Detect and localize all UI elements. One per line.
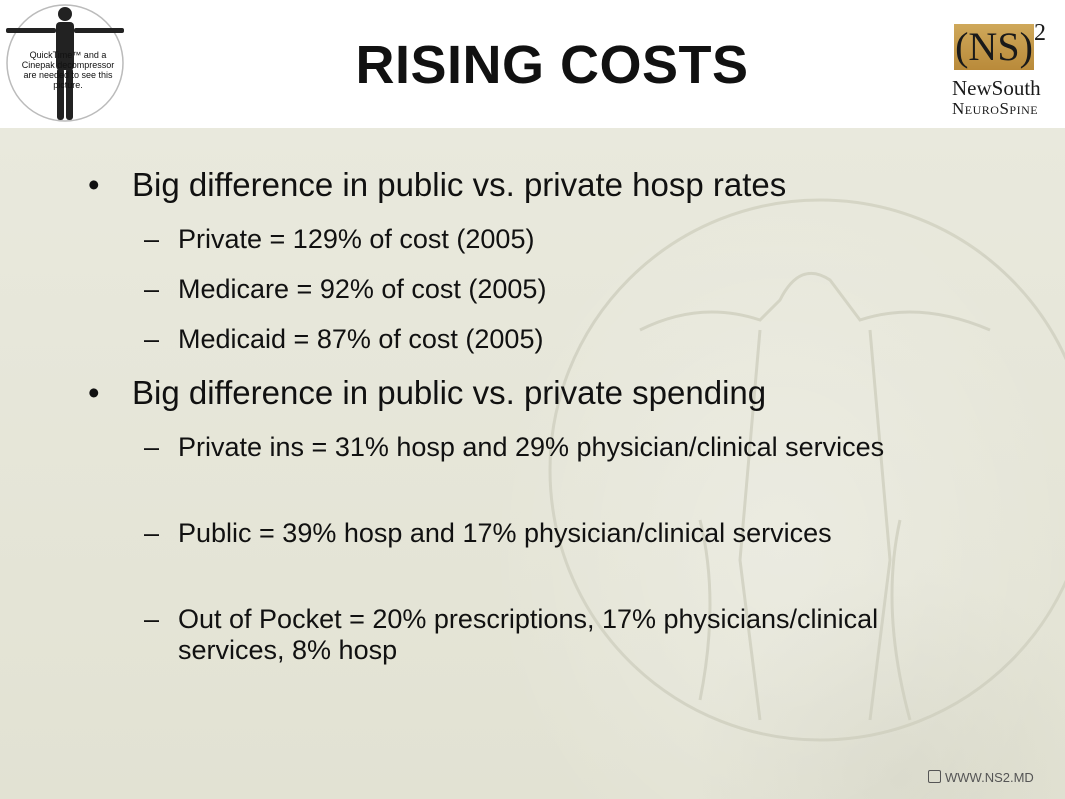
header-band	[0, 0, 1065, 128]
dash-icon: –	[144, 224, 160, 254]
link-icon	[928, 770, 941, 783]
bullet-dot-icon: •	[88, 374, 100, 411]
figure-caption: QuickTime™ and a Cinepak decompressor ar…	[21, 50, 115, 90]
page-title: RISING COSTS	[355, 35, 749, 95]
sub-bullet-item: – Medicaid = 87% of cost (2005)	[144, 324, 958, 355]
sub-bullet-item: – Private ins = 31% hosp and 29% physici…	[144, 432, 958, 463]
dash-icon: –	[144, 274, 160, 304]
dash-icon: –	[144, 324, 160, 354]
footer-url-text: WWW.NS2.MD	[945, 770, 1034, 785]
sub-bullet-text: Medicaid = 87% of cost (2005)	[178, 324, 544, 354]
logo-name-line2: NeuroSpine	[952, 99, 1039, 118]
ns2-logo: (NS) 2 NewSouth NeuroSpine	[948, 18, 1054, 118]
figure-placeholder: QuickTime™ and a Cinepak decompressor ar…	[4, 2, 126, 124]
bullet-text: Big difference in public vs. private hos…	[132, 166, 787, 203]
sub-bullet-text: Private ins = 31% hosp and 29% physician…	[178, 432, 885, 462]
bullet-item: • Big difference in public vs. private h…	[88, 166, 1012, 204]
sub-bullet-item: – Medicare = 92% of cost (2005)	[144, 274, 958, 305]
footer-url[interactable]: WWW.NS2.MD	[928, 770, 1034, 785]
sub-bullet-text: Public = 39% hosp and 17% physician/clin…	[178, 518, 832, 548]
bullet-text: Big difference in public vs. private spe…	[132, 374, 767, 411]
logo-superscript: 2	[1034, 20, 1046, 46]
logo-mark-text: (NS)	[955, 24, 1033, 69]
bullet-item: • Big difference in public vs. private s…	[88, 374, 1012, 412]
dash-icon: –	[144, 432, 160, 462]
dash-icon: –	[144, 604, 160, 634]
sub-bullet-text: Private = 129% of cost (2005)	[178, 224, 535, 254]
human-figure-icon	[6, 4, 124, 122]
sub-bullet-text: Out of Pocket = 20% prescriptions, 17% p…	[178, 604, 879, 665]
bullet-dot-icon: •	[88, 166, 100, 203]
logo-mark: (NS)	[954, 24, 1034, 70]
sub-bullet-item: – Public = 39% hosp and 17% physician/cl…	[144, 518, 958, 549]
sub-bullet-text: Medicare = 92% of cost (2005)	[178, 274, 547, 304]
logo-name-line1: NewSouth	[952, 76, 1041, 100]
sub-bullet-item: – Private = 129% of cost (2005)	[144, 224, 958, 255]
sub-bullet-item: – Out of Pocket = 20% prescriptions, 17%…	[144, 604, 958, 666]
dash-icon: –	[144, 518, 160, 548]
